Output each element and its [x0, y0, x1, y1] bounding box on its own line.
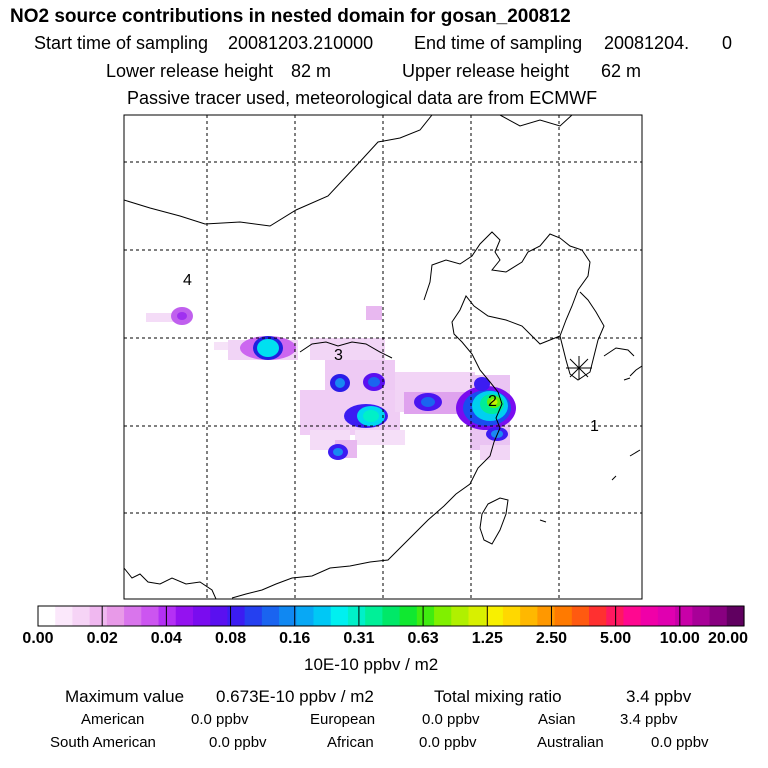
colorbar-swatch [106, 606, 125, 626]
lower-height-value: 82 m [291, 61, 332, 81]
hotspot-central [344, 393, 442, 428]
colorbar-swatch [210, 606, 229, 626]
region-value: 0.0 ppbv [651, 734, 709, 751]
region-value: 0.0 ppbv [419, 734, 477, 751]
end-time-suffix: 0 [722, 33, 733, 53]
colorbar-tick-label: 5.00 [600, 630, 632, 647]
colorbar [37, 605, 745, 627]
colorbar-swatch [175, 606, 194, 626]
region-value: 0.0 ppbv [191, 711, 249, 728]
source-label-4: 4 [183, 272, 192, 289]
colorbar-swatch [192, 606, 211, 626]
region-name: Australian [537, 734, 604, 751]
grid-lines [124, 115, 642, 599]
colorbar-tick-label: 2.50 [535, 630, 568, 647]
colorbar-swatch [434, 606, 452, 626]
colorbar-swatch [279, 606, 297, 626]
plume-field [146, 306, 510, 460]
colorbar-tick-label: 0.00 [22, 630, 54, 647]
region-name: African [327, 734, 374, 751]
chart-title: NO2 source contributions in nested domai… [10, 6, 571, 27]
colorbar-tick-label: 0.04 [150, 630, 182, 647]
colorbar-swatch [244, 606, 263, 626]
map-area: 1 2 3 4 [124, 115, 642, 599]
upper-height-label: Upper release height [402, 61, 570, 81]
colorbar-tick-label: 20.00 [707, 630, 749, 647]
colorbar-swatch [124, 606, 142, 626]
colorbar-swatch [72, 606, 91, 626]
region-name: European [310, 711, 376, 728]
colorbar-swatch [502, 606, 521, 626]
source-label-2: 2 [488, 393, 497, 410]
hotspot-west [240, 336, 296, 360]
end-time-value: 20081204. [604, 33, 690, 53]
region-name: South American [50, 734, 156, 751]
colorbar-swatch [537, 606, 556, 626]
colorbar-swatch [709, 606, 728, 626]
colorbar-swatch [141, 606, 160, 626]
colorbar-swatch [313, 606, 332, 626]
coastlines [124, 115, 642, 599]
colorbar-swatch [330, 606, 349, 626]
max-value-label: Maximum value [65, 687, 185, 706]
end-time-label: End time of sampling [414, 33, 583, 53]
source-label-3: 3 [334, 347, 343, 364]
region-value: 0.0 ppbv [422, 711, 480, 728]
colorbar-swatch [726, 606, 745, 626]
map-frame [123, 114, 643, 600]
region-name: American [81, 711, 145, 728]
colorbar-swatch [571, 606, 590, 626]
colorbar-swatch [692, 606, 711, 626]
tracer-note: Passive tracer used, meteorological data… [127, 88, 598, 108]
source-label-1: 1 [590, 418, 599, 435]
region-value: 0.0 ppbv [209, 734, 267, 751]
region-value: 3.4 ppbv [620, 711, 678, 728]
colorbar-tick-label: 10.00 [659, 630, 700, 647]
colorbar-tick-label: 0.16 [279, 630, 311, 647]
colorbar-swatch [520, 606, 538, 626]
colorbar-swatch [38, 606, 56, 626]
colorbar-swatch [365, 606, 383, 626]
colorbar-swatch [261, 606, 280, 626]
hotspot-4 [171, 307, 193, 325]
colorbar-swatch [468, 606, 487, 626]
total-mixing-value: 3.4 ppbv [626, 687, 692, 706]
colorbar-tick-label: 0.63 [407, 630, 439, 647]
colorbar-swatch [623, 606, 642, 626]
colorbar-swatch [296, 606, 315, 626]
upper-height-value: 62 m [601, 61, 642, 81]
colorbar-swatch [640, 606, 659, 626]
hotspot-3 [328, 373, 385, 460]
colorbar-swatch [399, 606, 418, 626]
colorbar-swatch [158, 606, 177, 626]
colorbar-swatch [657, 606, 676, 626]
colorbar-swatch [55, 606, 74, 626]
colorbar-swatch [89, 606, 108, 626]
colorbar-swatch [554, 606, 573, 626]
colorbar-tick-label: 0.02 [86, 630, 118, 647]
lower-height-label: Lower release height [106, 61, 274, 81]
colorbar-swatch [675, 606, 693, 626]
colorbar-swatch [227, 606, 246, 626]
max-value: 0.673E-10 ppbv / m2 [216, 687, 374, 706]
colorbar-tick-label: 0.31 [343, 630, 375, 647]
start-time-label: Start time of sampling [34, 33, 209, 53]
receptor-marker [566, 356, 592, 380]
colorbar-swatch [416, 606, 435, 626]
colorbar-tick-label: 1.25 [471, 630, 503, 647]
region-name: Asian [538, 711, 576, 728]
colorbar-swatch [451, 606, 470, 626]
colorbar-swatch [589, 606, 607, 626]
colorbar-tick-label: 0.08 [214, 630, 247, 647]
colorbar-swatch [347, 606, 366, 626]
colorbar-unit: 10E-10 ppbv / m2 [304, 655, 439, 674]
colorbar-swatch [382, 606, 401, 626]
colorbar-swatch [485, 606, 504, 626]
start-time-value: 20081203.210000 [228, 33, 374, 53]
total-mixing-label: Total mixing ratio [434, 687, 562, 706]
